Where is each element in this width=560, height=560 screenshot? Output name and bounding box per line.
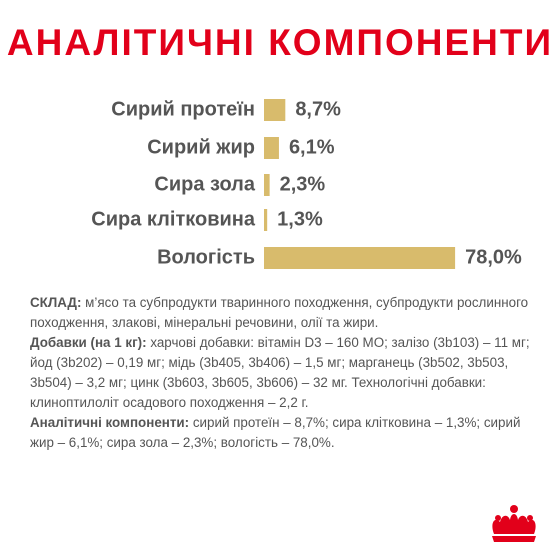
value-label: 2,3% (280, 173, 326, 195)
category-label: Вологість (157, 246, 255, 268)
category-label: Сира клітковина (91, 208, 256, 230)
value-label: 6,1% (289, 136, 335, 158)
composition-label: Добавки (на 1 кг): (30, 335, 147, 350)
composition-label: Аналітичні компоненти: (30, 415, 190, 430)
category-label: Сирий жир (147, 136, 255, 158)
category-label: Сирий протеїн (111, 98, 255, 120)
bar (264, 174, 270, 196)
category-label: Сира зола (154, 173, 256, 195)
bar (264, 137, 279, 159)
value-label: 78,0% (465, 246, 522, 268)
composition-paragraph: Аналітичні компоненти: сирий протеїн – 8… (30, 413, 535, 453)
composition-text: харчові добавки: вітамін D3 – 160 МО; за… (30, 335, 530, 410)
composition-paragraph: Добавки (на 1 кг): харчові добавки: віта… (30, 333, 535, 413)
brand-logo (492, 505, 536, 542)
composition-paragraph: СКЛАД: м’ясо та субпродукти тваринного п… (30, 293, 535, 333)
chart-title: АНАЛІТИЧНІ КОМПОНЕНТИ (6, 22, 554, 63)
chart: Сирий протеїн 8,7% Сирий жир 6,1% Сира зола 2… (91, 98, 522, 269)
bar (264, 209, 268, 231)
composition-text: м’ясо та субпродукти тваринного походжен… (30, 295, 529, 330)
composition-label: СКЛАД: (30, 295, 82, 310)
value-label: 8,7% (295, 98, 341, 120)
bar (264, 247, 456, 269)
bar (264, 99, 286, 121)
value-label: 1,3% (277, 208, 323, 230)
composition: СКЛАД: м’ясо та субпродукти тваринного п… (30, 293, 535, 453)
composition-text: сирий протеїн – 8,7%; сира клітковина – … (30, 415, 521, 450)
